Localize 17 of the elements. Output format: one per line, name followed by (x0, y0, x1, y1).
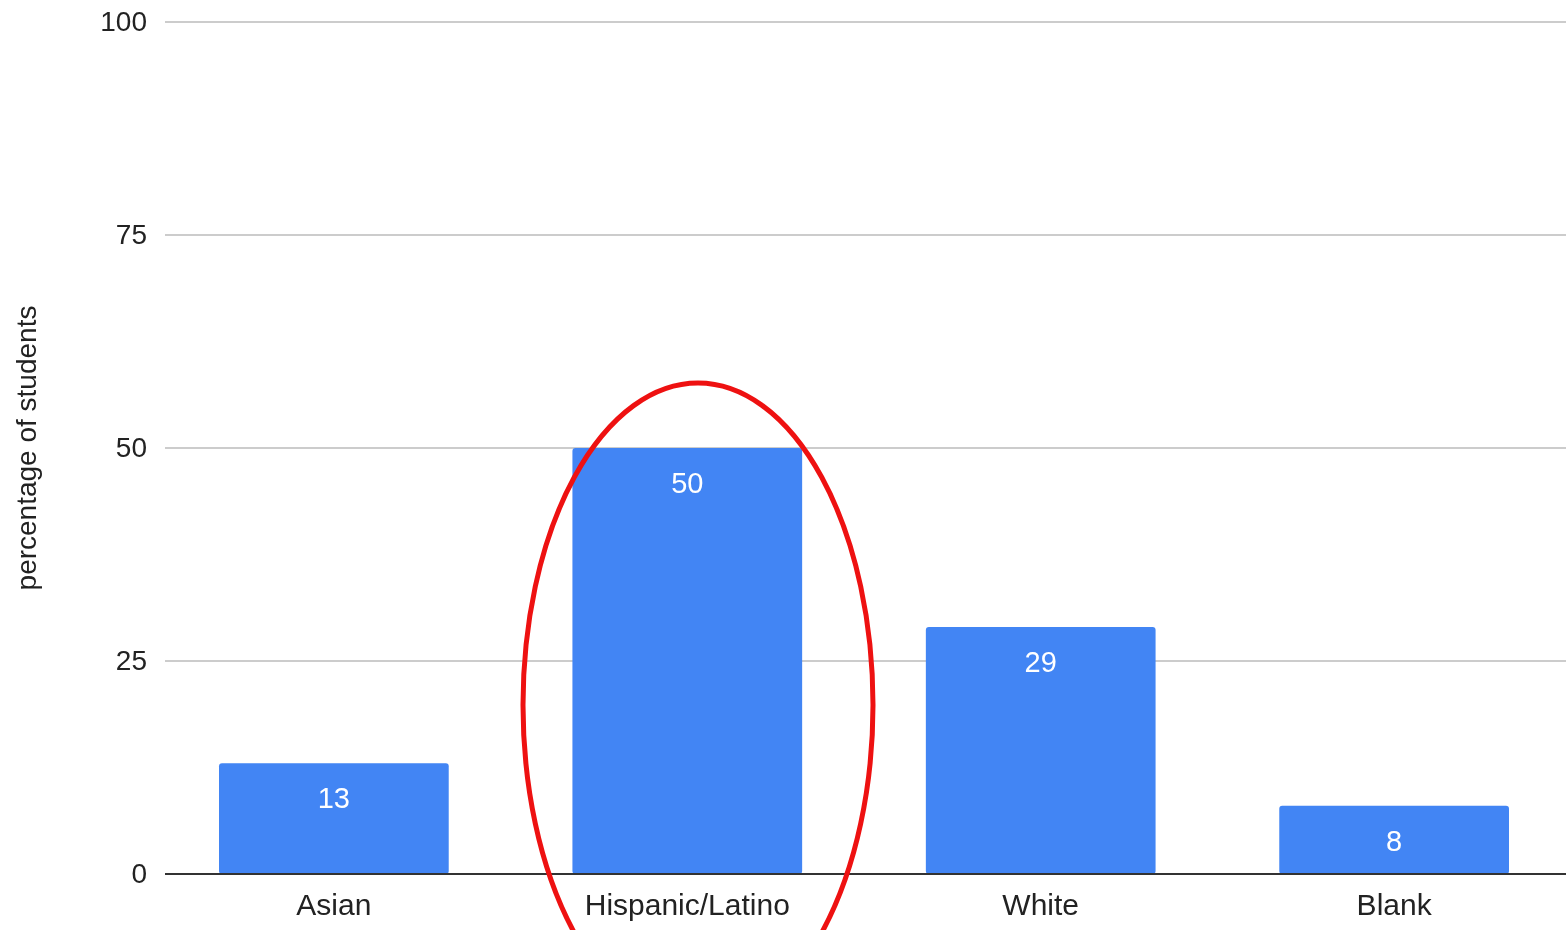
data-label: 13 (317, 782, 350, 815)
y-tick-label: 50 (115, 432, 147, 464)
x-tick-label: Asian (296, 888, 372, 922)
y-tick-label: 0 (131, 858, 147, 890)
x-tick-label: White (1002, 888, 1080, 922)
data-label: 29 (1024, 645, 1057, 678)
bar (925, 626, 1156, 874)
bar (1279, 805, 1509, 874)
y-tick-label: 75 (115, 219, 147, 251)
y-tick-label: 25 (115, 645, 147, 677)
y-tick-label: 100 (100, 6, 147, 38)
data-label: 50 (671, 467, 704, 499)
y-axis-title: percentage of students (11, 305, 42, 591)
x-tick-label: Hispanic/Latino (584, 888, 790, 922)
x-tick-label: Blank (1356, 888, 1433, 922)
bar (219, 763, 449, 874)
data-label: 8 (1386, 824, 1403, 857)
